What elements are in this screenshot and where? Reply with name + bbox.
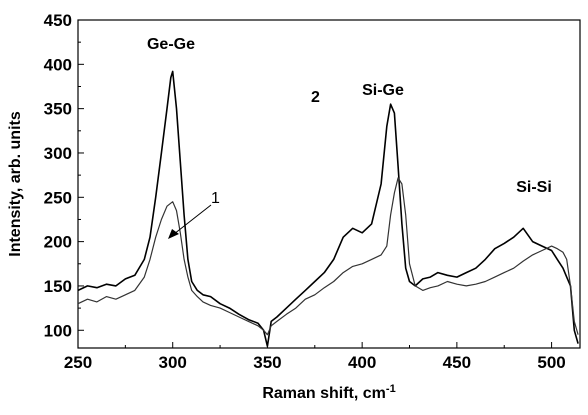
x-tick-label: 500	[537, 353, 565, 372]
curve-label-1-arrowhead	[168, 229, 179, 239]
y-tick-label: 350	[44, 100, 72, 119]
y-axis-title: Intensity, arb. units	[7, 111, 24, 257]
y-tick-label: 150	[44, 277, 72, 296]
x-axis-title-text: Raman shift, cm	[262, 385, 386, 402]
x-axis: 250 300 350 400 450 500	[64, 342, 566, 372]
series-line-2	[78, 70, 579, 348]
y-tick-label: 450	[44, 11, 72, 30]
plot-frame	[77, 19, 581, 349]
x-tick-label: 250	[64, 353, 92, 372]
annotation-si-ge: Si-Ge	[362, 82, 404, 99]
annotation-si-si: Si-Si	[516, 179, 552, 196]
x-tick-label: 400	[348, 353, 376, 372]
y-axis: 100 150 200 250 300 350 400 450	[44, 11, 84, 340]
x-tick-label: 450	[443, 353, 471, 372]
series-line-1	[78, 177, 579, 336]
y-tick-label: 200	[44, 233, 72, 252]
y-tick-label: 400	[44, 55, 72, 74]
series-group	[78, 70, 579, 348]
curve-label-2: 2	[311, 89, 320, 106]
annotation-ge-ge: Ge-Ge	[147, 36, 195, 53]
y-tick-label: 100	[44, 321, 72, 340]
x-tick-label: 300	[159, 353, 187, 372]
curve-label-1-pointer	[173, 204, 212, 235]
curve-label-1: 1	[211, 190, 220, 207]
y-tick-label: 250	[44, 188, 72, 207]
y-tick-label: 300	[44, 144, 72, 163]
x-axis-title: Raman shift, cm-1	[262, 383, 395, 402]
plot-area	[77, 19, 581, 349]
x-axis-title-superscript: -1	[386, 383, 396, 395]
x-tick-label: 350	[253, 353, 281, 372]
